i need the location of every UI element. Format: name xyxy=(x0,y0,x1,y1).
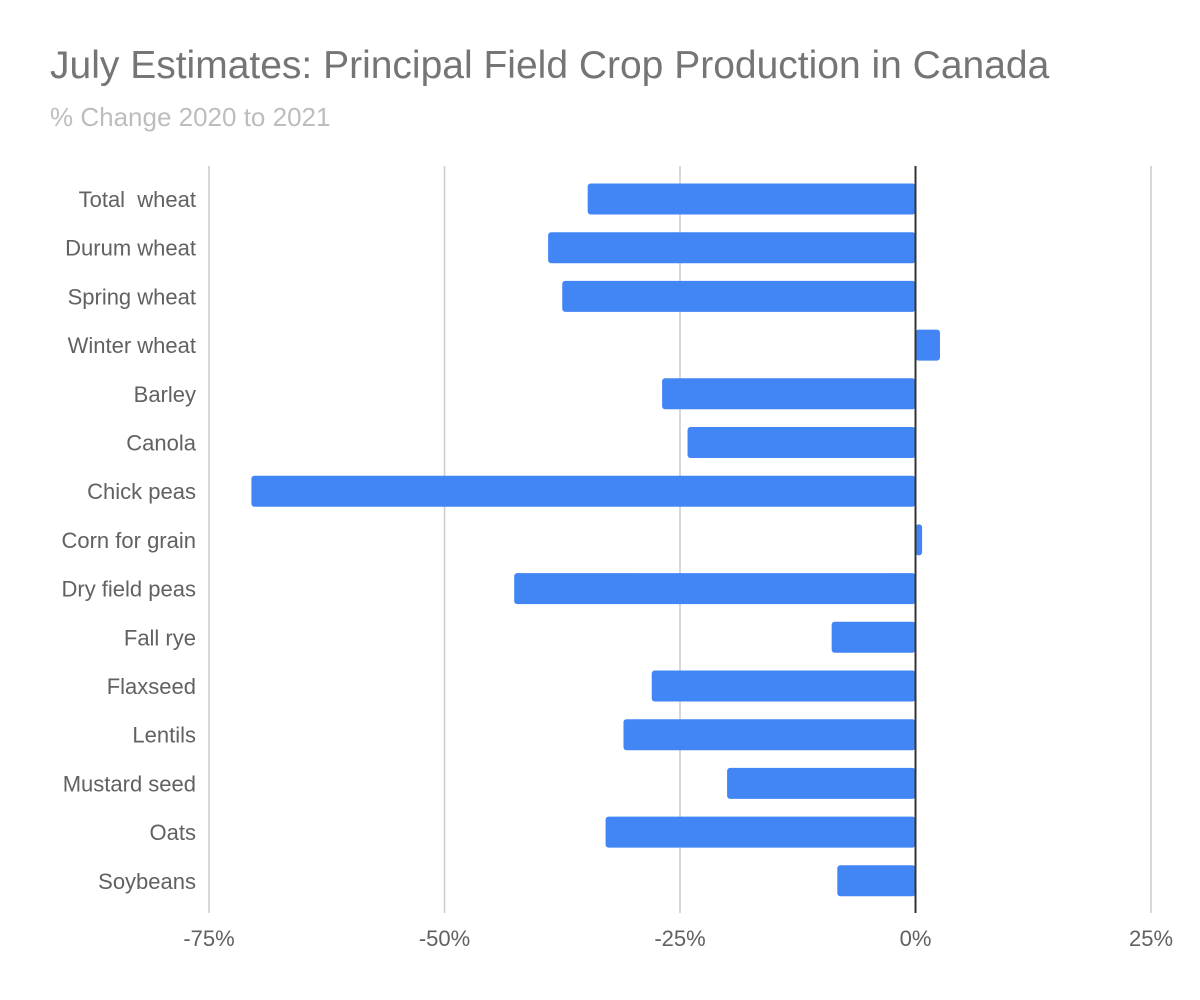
category-label: Flaxseed xyxy=(107,674,196,699)
category-label: Soybeans xyxy=(98,869,196,894)
bar xyxy=(915,329,940,361)
x-tick-label: -50% xyxy=(419,926,470,951)
category-label: Durum wheat xyxy=(65,236,196,261)
grid-lines xyxy=(208,166,1152,913)
chart-title: July Estimates: Principal Field Crop Pro… xyxy=(50,44,1050,87)
bar xyxy=(915,524,923,556)
bar xyxy=(727,767,916,799)
category-label: Canola xyxy=(126,431,196,456)
x-tick-label: -75% xyxy=(183,926,234,951)
bar xyxy=(587,183,916,215)
bar xyxy=(562,280,916,312)
category-label: Lentils xyxy=(132,723,196,748)
bar xyxy=(251,475,916,507)
category-label: Corn for grain xyxy=(61,528,196,553)
x-axis-tick-labels: -75% -50% -25% 0% 25% xyxy=(183,926,1173,951)
category-label: Winter wheat xyxy=(68,333,196,358)
x-tick-label: 0% xyxy=(900,926,932,951)
bars xyxy=(251,183,940,897)
x-tick-label: -25% xyxy=(654,926,705,951)
bar xyxy=(623,719,916,751)
category-label: Chick peas xyxy=(87,479,196,504)
category-label: Spring wheat xyxy=(68,284,196,309)
chart-subtitle: % Change 2020 to 2021 xyxy=(50,102,331,132)
category-labels: Total wheat Durum wheat Spring wheat Winter… xyxy=(61,187,196,894)
bar xyxy=(514,573,916,605)
category-label: Fall rye xyxy=(124,625,196,650)
category-label: Oats xyxy=(150,820,196,845)
bar xyxy=(548,232,916,264)
category-label: Barley xyxy=(134,382,196,407)
bar xyxy=(605,816,916,848)
bar xyxy=(687,427,916,458)
category-label: Mustard seed xyxy=(63,771,196,796)
bar xyxy=(651,670,916,702)
bar xyxy=(831,621,916,653)
category-label: Total wheat xyxy=(79,187,196,212)
category-label: Dry field peas xyxy=(61,577,196,602)
x-tick-label: 25% xyxy=(1129,926,1173,951)
bar xyxy=(662,378,916,410)
bar xyxy=(837,865,916,897)
